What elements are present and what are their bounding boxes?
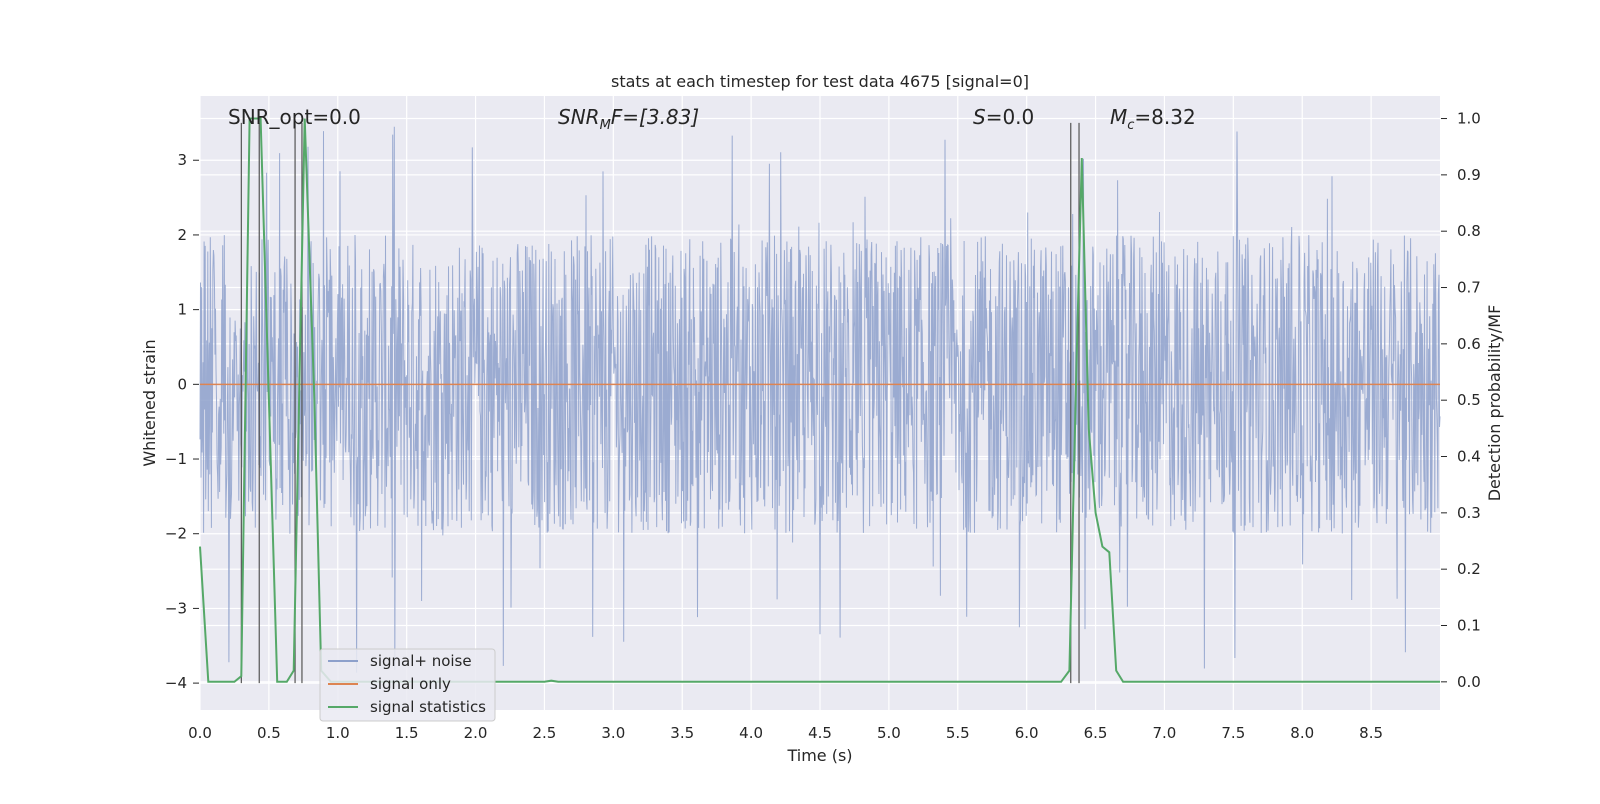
- y-right-tick-label: 0.2: [1457, 560, 1481, 578]
- y-right-tick-label: 0.6: [1457, 335, 1481, 353]
- y-left-tick-label: 1: [177, 301, 187, 319]
- x-tick-label: 0.0: [188, 724, 212, 742]
- legend-box: [319, 648, 496, 722]
- annotation-snr-mf-tail: F=[3.83]: [611, 105, 699, 129]
- x-tick-label: 3.0: [601, 724, 625, 742]
- x-tick-label: 2.0: [464, 724, 488, 742]
- y-right-tick-label: 0.4: [1457, 448, 1481, 466]
- y-right-tick-label: 0.3: [1457, 504, 1481, 522]
- annotation-s-main: S: [973, 105, 986, 129]
- annotation-mc-sub: c: [1127, 118, 1134, 133]
- y-left-tick-label: 3: [177, 151, 187, 169]
- y-left-tick-label: 2: [177, 226, 187, 244]
- annotation-s: S=0.0: [973, 105, 1034, 129]
- x-tick-label: 0.5: [257, 724, 281, 742]
- x-tick-label: 8.5: [1359, 724, 1383, 742]
- y-right-tick-label: 0.0: [1457, 673, 1481, 691]
- y-left-tick-label: −1: [165, 450, 187, 468]
- annotation-mc-main: M: [1110, 105, 1127, 129]
- x-tick-label: 6.0: [1015, 724, 1039, 742]
- legend-label-stats: signal statistics: [370, 698, 486, 716]
- annotation-snr-opt: SNR_opt=0.0: [228, 105, 361, 129]
- noise-line: [199, 126, 1441, 673]
- y-axis-right-label: Detection probability/MF: [1485, 305, 1504, 502]
- y-left-tick-label: −4: [165, 674, 187, 692]
- y-left-tick-label: −3: [165, 599, 187, 617]
- y-left-tick-label: −2: [165, 525, 187, 543]
- x-tick-label: 5.5: [946, 724, 970, 742]
- y-right-tick-label: 0.8: [1457, 222, 1481, 240]
- x-tick-label: 8.0: [1290, 724, 1314, 742]
- y-right-tick-label: 0.7: [1457, 279, 1481, 297]
- y-right-tick-label: 1.0: [1457, 110, 1481, 128]
- x-axis-label: Time (s): [786, 746, 852, 765]
- x-tick-label: 7.5: [1221, 724, 1245, 742]
- annotation-snr-mf: SNRMF=[3.83]: [558, 105, 699, 133]
- x-tick-label: 3.5: [670, 724, 694, 742]
- x-tick-label: 4.5: [808, 724, 832, 742]
- annotation-s-tail: =0.0: [986, 105, 1035, 129]
- x-tick-label: 7.0: [1153, 724, 1177, 742]
- annotation-mc-tail: =8.32: [1134, 105, 1195, 129]
- x-tick-label: 2.5: [533, 724, 557, 742]
- tick-labels: 0.0 0.5 1.0 1.5 2.0 2.5 3.0 3.5 4.0 4.5 5.0 5.5 6.0 6…: [165, 110, 1481, 742]
- y-right-tick-label: 0.5: [1457, 391, 1481, 409]
- chart-title: stats at each timestep for test data 467…: [611, 72, 1029, 91]
- annotation-mc: Mc=8.32: [1110, 105, 1196, 133]
- x-tick-label: 1.0: [326, 724, 350, 742]
- x-tick-label: 6.5: [1084, 724, 1108, 742]
- noise-series: [199, 126, 1441, 673]
- annotation-snr-mf-sub: M: [600, 118, 611, 133]
- grid-layer: [199, 96, 1440, 710]
- y-right-tick-label: 0.9: [1457, 166, 1481, 184]
- y-axis-left-label: Whitened strain: [140, 339, 159, 466]
- legend-label-signal: signal only: [370, 675, 451, 693]
- annotation-snr-mf-main: SNR: [558, 105, 600, 129]
- legend-label-noise: signal+ noise: [370, 652, 472, 670]
- x-tick-label: 5.0: [877, 724, 901, 742]
- x-tick-label: 1.5: [395, 724, 419, 742]
- y-left-tick-label: 0: [177, 375, 187, 393]
- y-right-tick-label: 0.1: [1457, 617, 1481, 635]
- x-tick-label: 4.0: [739, 724, 763, 742]
- legend: signal+ noise signal only signal statist…: [319, 648, 496, 722]
